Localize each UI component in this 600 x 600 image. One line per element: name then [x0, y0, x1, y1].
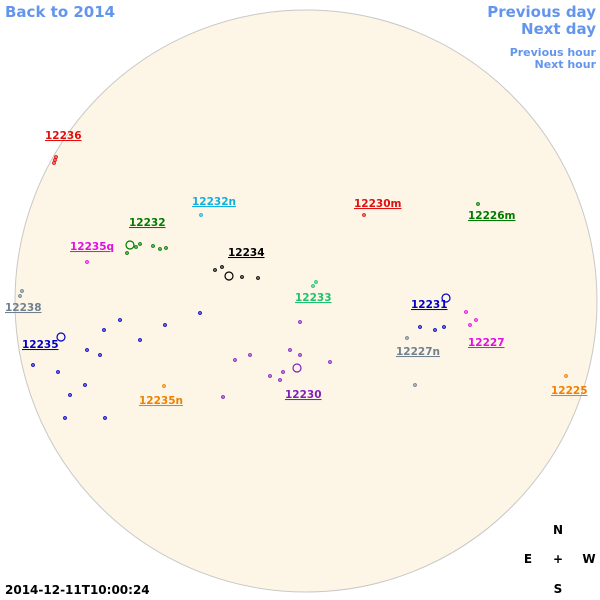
- region-label[interactable]: 12234: [228, 247, 265, 259]
- sunspot: [151, 244, 155, 248]
- region-label[interactable]: 12226m: [468, 210, 516, 222]
- sunspot: [224, 271, 234, 281]
- sunspot: [199, 213, 203, 217]
- sunspot: [314, 280, 318, 284]
- region-label[interactable]: 12233: [295, 292, 332, 304]
- sunspots: [18, 155, 568, 420]
- sunspot: [85, 348, 89, 352]
- back-link[interactable]: Back to 2014: [5, 3, 115, 21]
- sunspot: [413, 383, 417, 387]
- sunspot: [298, 320, 302, 324]
- region-label[interactable]: 12238: [5, 302, 42, 314]
- sunspot: [134, 245, 138, 249]
- sunspot: [433, 328, 437, 332]
- sunspot: [441, 293, 451, 303]
- sunspot: [233, 358, 237, 362]
- sunspot: [464, 310, 468, 314]
- previous-day-link[interactable]: Previous day: [487, 3, 596, 21]
- sunspot: [102, 328, 106, 332]
- next-hour-link[interactable]: Next hour: [535, 58, 597, 71]
- sunspot: [138, 338, 142, 342]
- sunspot: [138, 242, 142, 246]
- sunspot: [278, 378, 282, 382]
- region-label[interactable]: 12225: [551, 385, 588, 397]
- solar-disk: [14, 9, 598, 593]
- sunspot: [405, 336, 409, 340]
- sunspot: [288, 348, 292, 352]
- region-label[interactable]: 12231: [411, 299, 448, 311]
- sunspot: [198, 311, 202, 315]
- region-label[interactable]: 12235q: [70, 241, 114, 253]
- sunspot: [83, 383, 87, 387]
- compass-east: E: [524, 552, 532, 566]
- sunspot: [63, 416, 67, 420]
- sunspot: [56, 332, 66, 342]
- sunspot: [162, 384, 166, 388]
- sunspot: [268, 374, 272, 378]
- compass-center: +: [553, 552, 563, 566]
- sunspot: [311, 284, 315, 288]
- region-label[interactable]: 12236: [45, 130, 82, 142]
- sunspot: [125, 251, 129, 255]
- next-day-link[interactable]: Next day: [521, 20, 596, 38]
- sunspot: [564, 374, 568, 378]
- timestamp: 2014-12-11T10:00:24: [5, 583, 150, 597]
- sunspot: [476, 202, 480, 206]
- previous-hour-link[interactable]: Previous hour: [510, 46, 597, 59]
- sunspot: [281, 370, 285, 374]
- compass-south: S: [554, 582, 563, 596]
- sunspot: [220, 265, 224, 269]
- sunspot: [248, 353, 252, 357]
- region-label[interactable]: 12227n: [396, 346, 440, 358]
- region-label[interactable]: 12235n: [139, 395, 183, 407]
- sunspot: [256, 276, 260, 280]
- region-label[interactable]: 12227: [468, 337, 505, 349]
- sunspot: [163, 323, 167, 327]
- sunspot: [240, 275, 244, 279]
- region-label[interactable]: 12235: [22, 339, 59, 351]
- sunspot: [362, 213, 366, 217]
- sunspot: [474, 318, 478, 322]
- sunspot: [20, 289, 24, 293]
- sunspot: [125, 240, 135, 250]
- sunspot: [298, 353, 302, 357]
- region-label[interactable]: 12230m: [354, 198, 402, 210]
- sunspot: [103, 416, 107, 420]
- sunspot: [158, 247, 162, 251]
- sunspot: [85, 260, 89, 264]
- sunspot: [18, 294, 22, 298]
- sunspot: [31, 363, 35, 367]
- sunspot: [53, 158, 57, 162]
- sunspot: [54, 155, 58, 159]
- region-label[interactable]: 12230: [285, 389, 322, 401]
- sunspot: [213, 268, 217, 272]
- compass-north: N: [553, 523, 563, 537]
- sunspot: [118, 318, 122, 322]
- sunspot: [164, 246, 168, 250]
- sunspot: [56, 370, 60, 374]
- sunspot: [52, 161, 56, 165]
- compass-west: W: [582, 552, 595, 566]
- sunspot: [328, 360, 332, 364]
- sunspot: [221, 395, 225, 399]
- region-label[interactable]: 12232: [129, 217, 166, 229]
- sunspot: [292, 363, 302, 373]
- sunspot: [468, 323, 472, 327]
- sunspot: [442, 325, 446, 329]
- sunspot: [418, 325, 422, 329]
- region-label[interactable]: 12232n: [192, 196, 236, 208]
- sunspot: [68, 393, 72, 397]
- sunspot: [98, 353, 102, 357]
